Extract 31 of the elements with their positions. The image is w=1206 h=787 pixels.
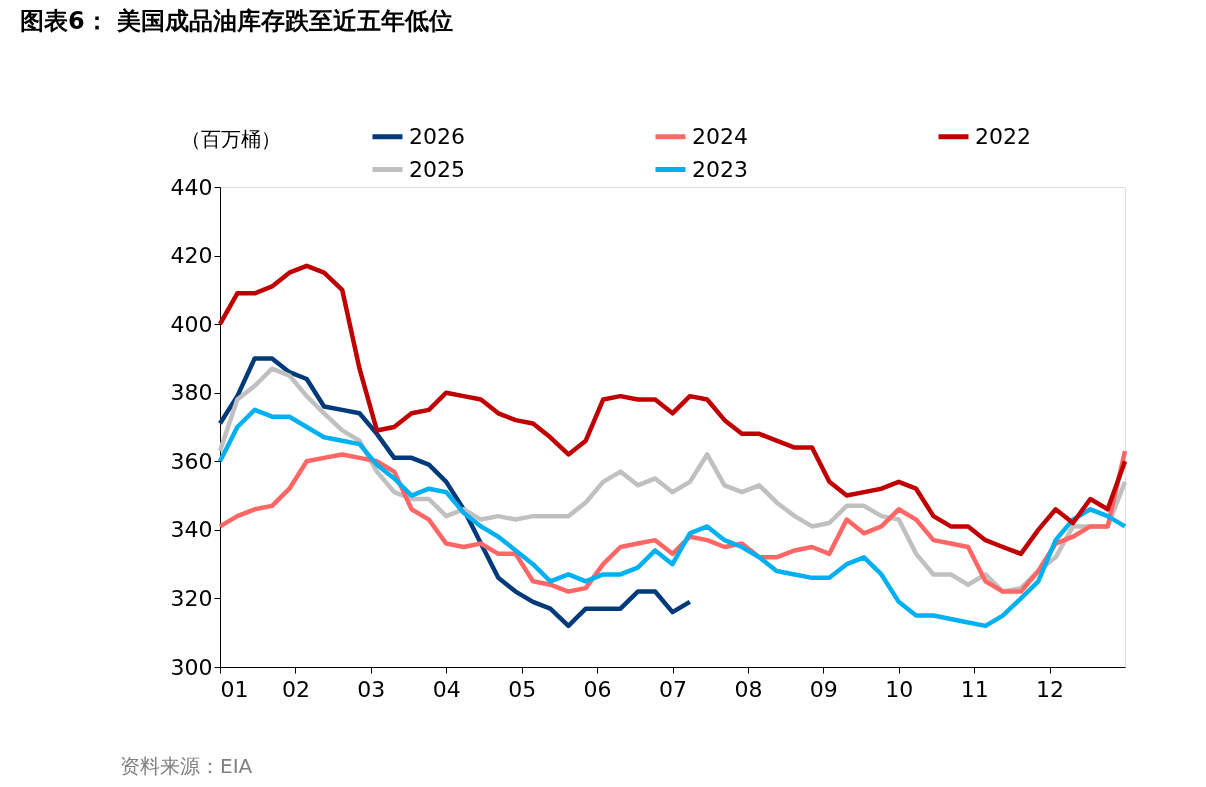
line-series [217,407,1128,629]
line-series [217,263,1128,557]
y-axis-title: （百万桶） [180,126,281,151]
x-tick-label: 07 [659,676,687,702]
y-tick-label: 420 [170,243,213,269]
x-tick-label: 09 [809,676,838,702]
x-tick-label: 06 [583,676,612,702]
x-tick-label: 05 [508,676,537,702]
y-tick-label: 400 [170,311,213,337]
x-tick-label: 02 [281,676,310,702]
x-tick-label: 12 [1036,676,1065,702]
y-tick-label: 440 [170,174,213,200]
legend-label: 2024 [692,123,748,149]
y-tick-label: 320 [170,585,213,611]
x-tick-label: 10 [885,676,914,702]
y-tick-label: 380 [170,380,213,406]
line-series [217,356,693,629]
legend-label: 2023 [692,156,748,182]
y-tick-label: 340 [170,517,213,543]
x-tick-label: 03 [357,676,386,702]
x-tick-label: 04 [432,676,461,702]
legend-label: 2026 [409,123,465,149]
y-tick-label: 360 [170,448,213,474]
x-tick-label: 11 [960,676,989,702]
text: 资料来源：EIA [120,754,253,778]
x-tick-label: 08 [734,676,763,702]
legend-label: 2025 [409,156,465,182]
y-tick-label: 300 [170,654,213,680]
legend-label: 2022 [975,123,1031,149]
x-tick-label: 01 [220,676,249,702]
chart-title: 图表6： 美国成品油库存跌至近五年低位 [20,7,454,35]
